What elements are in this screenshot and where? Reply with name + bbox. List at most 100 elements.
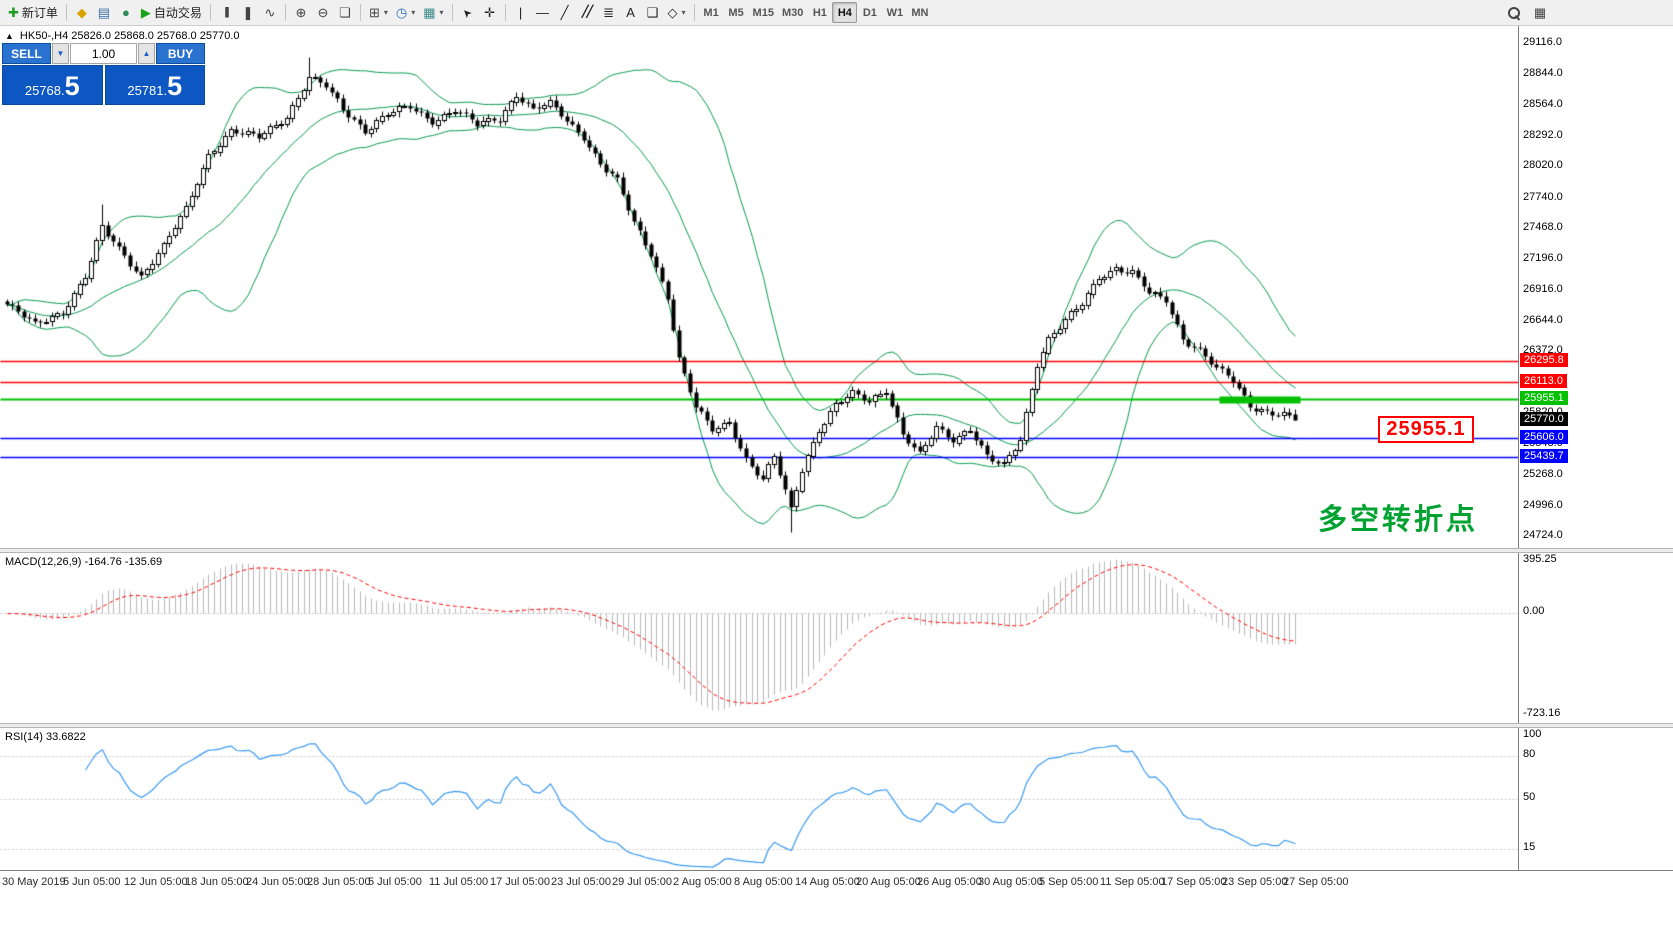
price-line-label: 25955.1 <box>1520 391 1568 405</box>
shapes-icon: ◇ <box>667 5 678 20</box>
volume-up-button[interactable]: ▲ <box>138 43 155 64</box>
search-button[interactable] <box>1503 2 1525 23</box>
timeframe-h1-button[interactable]: H1 <box>807 2 832 23</box>
new-order-icon: ✚ <box>8 5 19 20</box>
time-axis-label: 17 Sep 05:00 <box>1161 876 1227 888</box>
chart-windows-button[interactable]: ▦ <box>1529 2 1551 23</box>
time-axis[interactable]: 30 May 2019 5 Jun 05:00 12 Jun 05:00 18 Jun… <box>0 870 1673 896</box>
time-axis-label: 30 Aug 05:00 <box>978 876 1043 888</box>
axis-tick-label: 28020.0 <box>1523 159 1563 171</box>
auto-trading-button[interactable]: ▶ 自动交易 <box>137 2 206 23</box>
new-order-button[interactable]: ✚ 新订单 <box>4 2 62 23</box>
timeframe-h4-button[interactable]: H4 <box>832 2 858 23</box>
timeframe-m1-button[interactable]: M1 <box>699 2 724 23</box>
timeframe-m30-button[interactable]: M30 <box>778 2 807 23</box>
volume-down-button[interactable]: ▼ <box>52 43 69 64</box>
toolbar-group: ✚ 新订单 <box>4 0 62 25</box>
tile-windows-button[interactable]: ❏ <box>334 2 356 23</box>
macd-axis[interactable]: 395.25 0.00 -723.16 <box>1518 553 1673 723</box>
time-axis-label: 5 Jun 05:00 <box>63 876 121 888</box>
toolbar-separator <box>284 4 286 21</box>
bar-chart-button[interactable]: ||| <box>215 2 237 23</box>
price-callout-box[interactable]: 25955.1 <box>1378 416 1474 443</box>
fibonacci-icon: ≣ <box>603 5 614 20</box>
zoom-out-button[interactable]: ⊖ <box>312 2 334 23</box>
label-tool-icon: ❑ <box>646 5 659 20</box>
period-button[interactable]: ◷ ▾ <box>392 2 419 23</box>
rsi-axis-label: 100 <box>1523 728 1542 740</box>
vertical-line-button[interactable]: | <box>510 2 532 23</box>
toolbar-group: ⊞ ▾ ◷ ▾ ▦ ▾ <box>365 0 448 25</box>
time-axis-label: 20 Aug 05:00 <box>856 876 921 888</box>
timeframe-w1-button[interactable]: W1 <box>882 2 907 23</box>
rsi-axis-label: 15 <box>1523 841 1536 853</box>
label-tool-button[interactable]: ❑ <box>642 2 664 23</box>
zoom-in-button[interactable]: ⊕ <box>290 2 312 23</box>
zoom-in-icon: ⊕ <box>295 5 307 20</box>
trendline-button[interactable]: ╱ <box>554 2 576 23</box>
dropdown-arrow-icon: ▾ <box>439 8 444 17</box>
text-tool-button[interactable]: A <box>620 2 642 23</box>
sell-button[interactable]: SELL <box>2 43 51 64</box>
line-chart-button[interactable]: ∿ <box>259 2 281 23</box>
time-axis-label: 5 Sep 05:00 <box>1039 876 1099 888</box>
panel-splitter[interactable] <box>0 548 1673 553</box>
chart-window-icon: ▦ <box>1533 5 1547 20</box>
time-axis-label: 26 Aug 05:00 <box>917 876 982 888</box>
bar-chart-icon: ||| <box>224 6 229 18</box>
toolbar: ✚ 新订单 ◆ ▤ ● ▶ 自动交易 ||| ❚ ∿ ⊕ ⊖ ❏ ⊞ ▾ ◷ ▾ ▦ ▾ ➤ ✛ | — ╱ ╱╱ ≣ A ❑ ◇ ▾ M1… <box>0 0 1673 26</box>
axis-tick-label: 24996.0 <box>1523 499 1563 511</box>
data-window-button[interactable]: ▤ <box>93 2 115 23</box>
time-axis-label: 14 Aug 05:00 <box>795 876 860 888</box>
rsi-axis[interactable]: 100 80 50 15 <box>1518 728 1673 870</box>
template-button[interactable]: ▦ ▾ <box>419 2 447 23</box>
time-axis-label: 17 Jul 05:00 <box>490 876 550 888</box>
macd-axis-label: 0.00 <box>1523 605 1545 617</box>
crosshair-icon: ✛ <box>484 5 495 20</box>
rsi-axis-label: 50 <box>1523 791 1536 803</box>
time-axis-label: 18 Jun 05:00 <box>185 876 249 888</box>
timeframe-m5-button[interactable]: M5 <box>724 2 749 23</box>
time-axis-label: 2 Aug 05:00 <box>673 876 732 888</box>
crosshair-button[interactable]: ✛ <box>479 2 501 23</box>
buy-price-button[interactable]: 25781. 5 <box>104 65 205 105</box>
cursor-icon: ➤ <box>459 5 475 21</box>
axis-tick-label: 28564.0 <box>1523 98 1563 110</box>
cursor-button[interactable]: ➤ <box>457 2 479 23</box>
market-watch-button[interactable]: ◆ <box>71 2 93 23</box>
panel-splitter[interactable] <box>0 723 1673 728</box>
price-line-label: 26295.8 <box>1520 353 1568 367</box>
price-chart-canvas[interactable] <box>0 26 1518 548</box>
candlestick-chart-button[interactable]: ❚ <box>237 2 259 23</box>
timeframe-d1-button[interactable]: D1 <box>857 2 882 23</box>
toolbar-group: ||| ❚ ∿ <box>215 0 281 25</box>
price-line-label: 25606.0 <box>1520 430 1568 444</box>
buy-button[interactable]: BUY <box>156 43 205 64</box>
current-price-label: 25770.0 <box>1520 412 1568 426</box>
navigator-button[interactable]: ● <box>115 2 137 23</box>
price-axis[interactable]: 29116.0 28844.0 28564.0 28292.0 28020.0 27740… <box>1518 26 1673 548</box>
fibonacci-button[interactable]: ≣ <box>598 2 620 23</box>
text-tool-icon: A <box>626 5 635 20</box>
price-line-label: 26113.0 <box>1520 374 1567 388</box>
time-axis-label: 11 Sep 05:00 <box>1100 876 1165 888</box>
sell-price-button[interactable]: 25768. 5 <box>2 65 103 105</box>
timeframe-m15-button[interactable]: M15 <box>749 2 778 23</box>
turning-point-annotation[interactable]: 多空转折点 <box>1318 504 1479 536</box>
equidistant-channel-button[interactable]: ╱╱ <box>576 2 598 23</box>
macd-canvas[interactable] <box>0 553 1518 723</box>
new-chart-button[interactable]: ⊞ ▾ <box>365 2 392 23</box>
rsi-canvas[interactable] <box>0 728 1518 870</box>
sell-price-big-digit: 5 <box>64 71 80 102</box>
time-axis-label: 29 Jul 05:00 <box>612 876 672 888</box>
horizontal-line-button[interactable]: — <box>532 2 554 23</box>
shapes-button[interactable]: ◇ ▾ <box>664 2 690 23</box>
one-click-collapse-icon[interactable]: ▲ <box>5 31 14 41</box>
clock-icon: ◷ <box>395 5 408 20</box>
time-axis-label: 12 Jun 05:00 <box>124 876 188 888</box>
timeframe-mn-button[interactable]: MN <box>907 2 932 23</box>
time-axis-label: 8 Aug 05:00 <box>734 876 793 888</box>
sell-price-main: 25768. <box>24 82 65 98</box>
volume-input[interactable] <box>70 43 137 64</box>
dropdown-arrow-icon: ▾ <box>383 8 388 17</box>
